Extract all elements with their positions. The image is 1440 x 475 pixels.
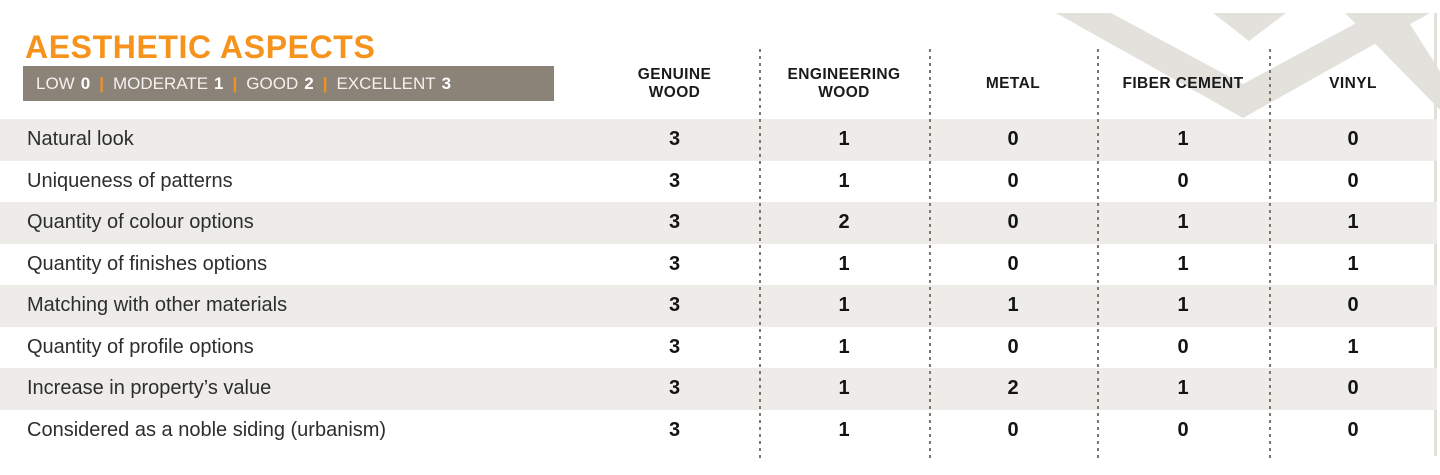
legend-value: 1 bbox=[214, 73, 224, 93]
column-header-genuine-wood: GENUINE WOOD bbox=[637, 66, 712, 101]
rating-value-genuine-wood: 3 bbox=[668, 335, 681, 358]
rating-value-vinyl: 1 bbox=[1347, 335, 1359, 358]
rating-value-engineering-wood: 1 bbox=[838, 418, 850, 441]
legend-value: 3 bbox=[441, 73, 452, 93]
column-separator bbox=[759, 49, 761, 462]
rating-value-fiber-cement: 1 bbox=[1177, 211, 1189, 234]
column-header-engineering-wood: ENGINEERING WOOD bbox=[787, 66, 901, 101]
column-header-fiber-cement: FIBER CEMENT bbox=[1122, 75, 1244, 92]
rating-value-vinyl: 1 bbox=[1347, 211, 1359, 234]
rating-value-genuine-wood: 3 bbox=[668, 128, 681, 151]
row-label: Natural look bbox=[27, 128, 134, 151]
rating-value-genuine-wood: 3 bbox=[668, 252, 681, 275]
rating-value-vinyl: 0 bbox=[1347, 169, 1359, 192]
rating-value-metal: 0 bbox=[1007, 169, 1019, 192]
page-title: AESTHETIC ASPECTS bbox=[25, 29, 376, 66]
row-label: Increase in property’s value bbox=[27, 377, 272, 400]
rating-value-metal: 0 bbox=[1007, 335, 1019, 358]
rating-value-fiber-cement: 0 bbox=[1177, 169, 1189, 192]
rating-value-vinyl: 1 bbox=[1347, 252, 1359, 275]
row-label: Quantity of colour options bbox=[27, 211, 254, 234]
rating-value-vinyl: 0 bbox=[1347, 128, 1359, 151]
rating-value-metal: 0 bbox=[1007, 252, 1019, 275]
rating-value-fiber-cement: 1 bbox=[1177, 294, 1189, 317]
legend-label: MODERATE bbox=[112, 73, 209, 93]
rating-value-fiber-cement: 1 bbox=[1177, 377, 1189, 400]
rating-value-genuine-wood: 3 bbox=[668, 294, 681, 317]
rating-value-metal: 0 bbox=[1007, 128, 1019, 151]
column-header-metal: METAL bbox=[985, 75, 1041, 92]
row-label: Quantity of finishes options bbox=[27, 252, 268, 275]
rating-value-vinyl: 0 bbox=[1347, 377, 1359, 400]
rating-value-engineering-wood: 2 bbox=[838, 211, 850, 234]
chevron-decoration-icon bbox=[1053, 13, 1440, 120]
row-label: Considered as a noble siding (urbanism) bbox=[27, 418, 387, 441]
column-separator bbox=[1097, 49, 1099, 462]
table-row: Natural look 3 1 0 1 0 bbox=[0, 119, 1437, 161]
legend-separator: | bbox=[99, 73, 104, 93]
rating-value-vinyl: 0 bbox=[1347, 294, 1359, 317]
rating-value-fiber-cement: 0 bbox=[1177, 418, 1189, 441]
rating-value-engineering-wood: 1 bbox=[838, 169, 850, 192]
legend-label: LOW bbox=[36, 73, 75, 93]
rating-value-metal: 2 bbox=[1007, 377, 1019, 400]
rating-value-genuine-wood: 3 bbox=[668, 377, 681, 400]
row-label: Uniqueness of patterns bbox=[27, 169, 233, 192]
rating-value-vinyl: 0 bbox=[1347, 418, 1359, 441]
table-row: Considered as a noble siding (urbanism) 3… bbox=[0, 410, 1437, 452]
table-row: Uniqueness of patterns 3 1 0 0 0 bbox=[0, 161, 1437, 203]
column-separator bbox=[929, 49, 931, 462]
legend-value: 0 bbox=[80, 73, 91, 93]
table-row: Matching with other materials 3 1 1 1 0 bbox=[0, 285, 1437, 327]
table-row: Quantity of colour options 3 2 0 1 1 bbox=[0, 202, 1437, 244]
rating-value-metal: 0 bbox=[1007, 418, 1019, 441]
rating-legend-bar: LOW 0 | MODERATE 1 | GOOD 2 | EXCELLENT 3 bbox=[23, 66, 554, 101]
rating-value-metal: 1 bbox=[1007, 294, 1019, 317]
rating-value-engineering-wood: 1 bbox=[838, 294, 850, 317]
rating-value-fiber-cement: 1 bbox=[1177, 128, 1189, 151]
rating-value-engineering-wood: 1 bbox=[838, 252, 850, 275]
rating-value-fiber-cement: 1 bbox=[1177, 252, 1189, 275]
rating-value-genuine-wood: 3 bbox=[668, 418, 681, 441]
table-row: Quantity of profile options 3 1 0 0 1 bbox=[0, 327, 1437, 369]
row-label: Quantity of profile options bbox=[27, 335, 254, 358]
rating-value-genuine-wood: 3 bbox=[668, 211, 681, 234]
table-row: Increase in property’s value 3 1 2 1 0 bbox=[0, 368, 1437, 410]
rating-value-engineering-wood: 1 bbox=[838, 128, 850, 151]
column-header-vinyl: VINYL bbox=[1329, 75, 1377, 92]
header-row: GENUINE WOOD ENGINEERING WOOD METAL FIBER C… bbox=[0, 50, 1437, 118]
rating-value-fiber-cement: 0 bbox=[1177, 335, 1189, 358]
rating-value-engineering-wood: 1 bbox=[838, 335, 850, 358]
row-label: Matching with other materials bbox=[27, 294, 288, 317]
table-row: Quantity of finishes options 3 1 0 1 1 bbox=[0, 244, 1437, 286]
legend-separator: | bbox=[322, 73, 328, 93]
table-body: Natural look 3 1 0 1 0 Uniqueness of patterns 3… bbox=[0, 119, 1437, 451]
legend-value: 2 bbox=[304, 73, 314, 93]
rating-value-metal: 0 bbox=[1007, 211, 1019, 234]
rating-value-engineering-wood: 1 bbox=[838, 377, 850, 400]
column-separator bbox=[1269, 49, 1271, 462]
rating-value-genuine-wood: 3 bbox=[668, 169, 681, 192]
legend-label: GOOD bbox=[246, 73, 299, 93]
legend-label: EXCELLENT bbox=[336, 73, 436, 93]
legend-separator: | bbox=[232, 73, 238, 93]
